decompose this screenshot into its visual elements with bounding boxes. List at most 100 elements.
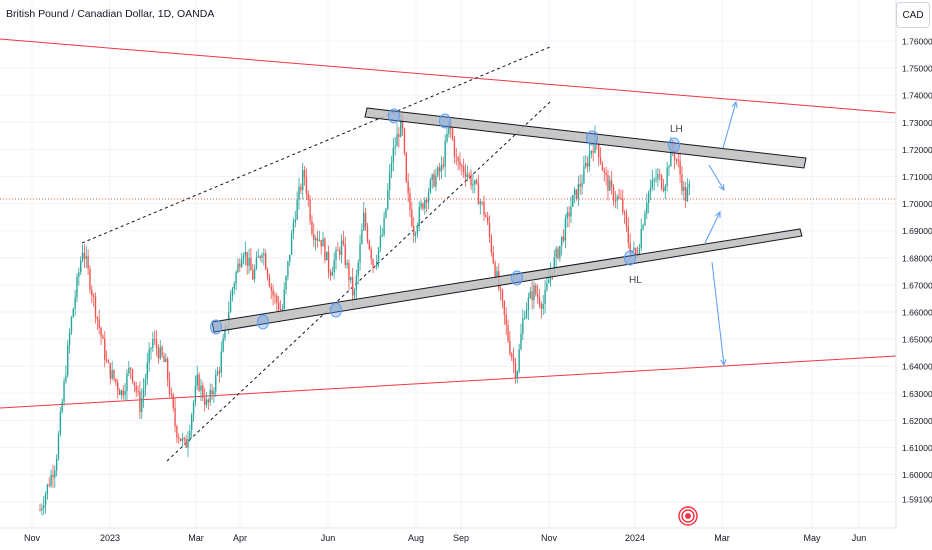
candle-body [357, 262, 359, 276]
candle-body [329, 271, 332, 276]
candle-body [355, 275, 358, 291]
candle-body [198, 374, 200, 391]
candle-body [104, 338, 106, 360]
candle-body [302, 170, 304, 190]
candle-body [85, 256, 87, 259]
candle-body [207, 399, 210, 403]
touch-marker [624, 250, 636, 266]
candle-body [274, 295, 276, 297]
arrow-head [714, 210, 721, 219]
candle-body [387, 190, 389, 209]
candle-body [91, 289, 93, 296]
candle-body [224, 326, 226, 339]
candle-body [346, 262, 348, 265]
candle-body [307, 193, 309, 200]
candle-body [326, 251, 328, 261]
candle-body [559, 245, 561, 259]
candle-body [572, 194, 574, 207]
candle-body [677, 159, 679, 161]
candle-body [124, 391, 126, 396]
projection-arrows[interactable] [704, 100, 738, 367]
candle-body [135, 385, 137, 392]
candle-body [383, 217, 385, 235]
candle-body [487, 217, 489, 223]
candle-body [585, 163, 587, 167]
currency-button[interactable]: CAD [896, 2, 930, 28]
candle-body [561, 236, 563, 246]
candle-body [339, 250, 341, 255]
price-axis[interactable]: 1.76000 1.75000 1.74000 1.73000 1.72000 1.710… [895, 0, 932, 528]
candle-body [348, 262, 350, 281]
candle-body [340, 240, 343, 255]
candle-body [311, 220, 313, 234]
y-tick-label: 1.76000 [902, 37, 932, 47]
candle-body [522, 318, 524, 334]
candle-body [287, 261, 289, 277]
time-axis[interactable]: Nov 2023 Mar Apr Jun Aug Sep Nov 2024 Mar May Jun [0, 527, 896, 543]
candle-body [89, 268, 91, 290]
candle-body [670, 143, 672, 167]
candle-body [137, 391, 139, 393]
candle-body [664, 186, 666, 191]
candle-body [229, 296, 232, 313]
candle-body [372, 259, 374, 266]
candle-body [442, 164, 444, 167]
candle-body [424, 199, 426, 209]
red-trendlines[interactable] [0, 38, 897, 409]
candle-body [538, 297, 541, 305]
candle-body [211, 389, 213, 395]
candle-body [152, 339, 154, 348]
candle-body [546, 283, 548, 290]
candle-body [220, 351, 222, 373]
candle-body [474, 180, 476, 185]
candle-body [92, 295, 95, 297]
arrow-head [720, 359, 727, 367]
touch-marker [388, 108, 400, 124]
candle-body [368, 241, 370, 249]
arrow-line [722, 101, 737, 149]
candle-body [575, 189, 578, 199]
candle-body [603, 170, 605, 173]
candle-body [270, 286, 272, 291]
candle-body [279, 309, 282, 311]
calendar-events-icon[interactable] [678, 506, 698, 526]
candle-body [459, 161, 461, 166]
candle-body [263, 253, 265, 256]
candle-body [359, 244, 361, 263]
candle-body [657, 174, 659, 179]
candle-body [475, 180, 478, 184]
touch-marker [210, 319, 222, 335]
candle-body [686, 188, 689, 202]
x-tick-label: Jun [852, 533, 867, 543]
candle-body [248, 257, 250, 266]
candle-body [231, 288, 234, 297]
candle-body [165, 358, 167, 362]
candle-body [100, 327, 102, 337]
candle-body [192, 402, 195, 416]
candle-body [490, 236, 493, 253]
candle-body [444, 141, 446, 167]
candle-body [314, 238, 317, 241]
candle-body [605, 172, 607, 176]
candle-body [128, 367, 130, 374]
candle-body [483, 202, 485, 216]
candle-body [616, 196, 618, 201]
candle-body [61, 401, 63, 412]
chart-grid [0, 0, 896, 528]
candle-body [122, 390, 124, 396]
candle-body [337, 249, 339, 251]
candle-body [509, 340, 511, 354]
candle-body [566, 212, 568, 219]
candle-body [540, 304, 543, 309]
candle-body [625, 213, 628, 227]
candle-body [390, 163, 393, 172]
y-tick-label: 1.66000 [902, 308, 932, 318]
candle-body [583, 166, 585, 184]
triangle-bands[interactable] [211, 107, 807, 333]
candle-body [374, 265, 376, 267]
candle-body [57, 434, 60, 460]
x-tick-label: Jun [321, 533, 336, 543]
dashed-channel[interactable] [81, 46, 551, 462]
candle-body [67, 345, 69, 376]
